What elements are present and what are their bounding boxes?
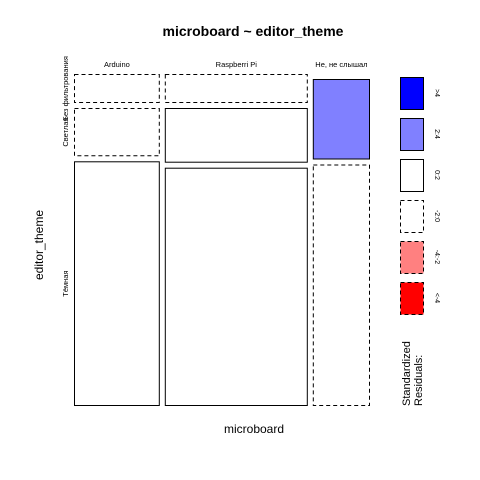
legend-label: <-4 <box>433 293 440 303</box>
y-tick-label: Тёмная <box>61 270 70 296</box>
legend-label: 2:4 <box>433 129 440 139</box>
mosaic-tile-arduino-светлая <box>74 108 160 157</box>
mosaic-tile-не-не-слышал-тёмная <box>312 164 370 406</box>
mosaic-tile-raspberri-pi-без-фильтрования <box>164 74 308 103</box>
mosaic-tile-arduino-тёмная <box>74 161 160 406</box>
x-tick-label: Raspberri Pi <box>216 60 258 69</box>
legend-swatch <box>400 200 424 233</box>
x-tick-label: Не, не слышал <box>315 60 367 69</box>
legend: >4 2:4 0:2 -2:0 -4:-2 <-4 <box>400 77 440 315</box>
mosaic-tile-raspberri-pi-тёмная <box>164 167 308 406</box>
legend-swatch <box>400 282 424 315</box>
legend-label: -2:0 <box>433 210 440 222</box>
x-axis-label: microboard <box>224 422 284 436</box>
y-axis-label: editor_theme <box>32 210 46 280</box>
x-tick-labels: Arduino Raspberri Pi Не, не слышал <box>104 60 368 69</box>
y-tick-label: Светлая <box>61 118 70 147</box>
legend-swatch <box>400 159 424 192</box>
legend-label: >4 <box>433 89 440 97</box>
mosaic-tiles <box>74 74 370 406</box>
legend-swatch <box>400 77 424 110</box>
x-tick-label: Arduino <box>104 60 130 69</box>
y-tick-label: Без фильтрования <box>61 56 70 121</box>
legend-swatch <box>400 241 424 274</box>
legend-title: StandardizedResiduals: <box>401 341 425 406</box>
mosaic-tile-не-не-слышал-светлая <box>312 79 370 160</box>
legend-label: -4:-2 <box>433 250 440 265</box>
legend-label: 0:2 <box>433 170 440 180</box>
mosaic-tile-raspberri-pi-светлая <box>164 108 308 163</box>
chart-title: microboard ~ editor_theme <box>163 23 344 39</box>
mosaic-tile-arduino-без-фильтрования <box>74 74 160 103</box>
legend-swatch <box>400 118 424 151</box>
